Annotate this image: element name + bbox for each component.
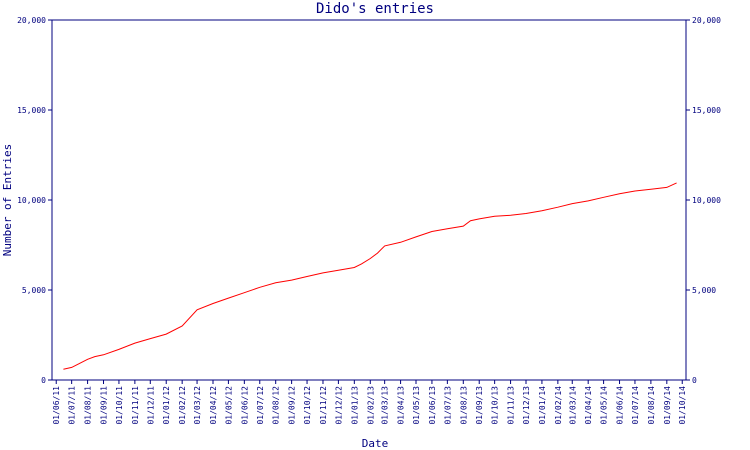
- x-tick-label: 01/10/14: [678, 386, 687, 425]
- tick-marks: [48, 19, 690, 384]
- x-tick-label: 01/08/11: [84, 386, 93, 425]
- y-tick-label-right: 5,000: [692, 286, 716, 295]
- chart-title: Dido's entries: [316, 1, 434, 17]
- y-tick-label-left: 0: [41, 376, 46, 385]
- x-tick-label: 01/09/14: [663, 386, 672, 425]
- x-tick-label: 01/12/12: [334, 386, 343, 425]
- y-tick-label-right: 0: [692, 376, 697, 385]
- x-tick-label: 01/05/12: [224, 386, 233, 425]
- x-axis-title: Date: [362, 437, 389, 450]
- y-tick-label-left: 10,000: [17, 196, 46, 205]
- series-layer: [63, 182, 677, 370]
- x-tick-label: 01/03/13: [381, 386, 390, 425]
- y-tick-label-right: 20,000: [692, 16, 721, 25]
- y-tick-label-left: 20,000: [17, 16, 46, 25]
- x-tick-label: 01/06/14: [616, 386, 625, 425]
- tick-labels: 0 0 5,000 5,000 10,000 10,000 15,000 15,000 20,0…: [17, 16, 721, 425]
- x-tick-label: 01/01/13: [350, 386, 359, 425]
- y-tick-label-left: 15,000: [17, 106, 46, 115]
- x-tick-label: 01/08/13: [459, 386, 468, 425]
- x-tick-label: 01/03/12: [193, 386, 202, 425]
- x-tick-label: 01/12/11: [146, 386, 155, 425]
- x-tick-label: 01/11/12: [319, 386, 328, 425]
- y-tick-label-left: 5,000: [22, 286, 46, 295]
- x-tick-label: 01/04/13: [397, 386, 406, 425]
- x-tick-label: 01/07/12: [256, 386, 265, 425]
- x-tick-label: 01/10/13: [491, 386, 500, 425]
- series-line-entries: [63, 182, 677, 370]
- x-tick-label: 01/03/14: [568, 386, 577, 425]
- x-tick-label: 01/09/13: [475, 386, 484, 425]
- x-tick-label: 01/05/14: [600, 386, 609, 425]
- y-tick-label-right: 10,000: [692, 196, 721, 205]
- x-tick-label: 01/06/12: [240, 386, 249, 425]
- x-tick-label: 01/10/12: [303, 386, 312, 425]
- x-tick-label: 01/10/11: [115, 386, 124, 425]
- x-tick-label: 01/04/12: [209, 386, 218, 425]
- x-tick-label: 01/01/14: [538, 386, 547, 425]
- x-tick-label: 01/07/14: [631, 386, 640, 425]
- x-tick-label: 01/02/14: [554, 386, 563, 425]
- x-tick-label: 01/01/12: [162, 386, 171, 425]
- x-tick-label: 01/09/11: [100, 386, 109, 425]
- x-tick-label: 01/04/14: [584, 386, 593, 425]
- x-tick-label: 01/12/13: [522, 386, 531, 425]
- x-tick-label: 01/06/13: [428, 386, 437, 425]
- x-tick-label: 01/07/11: [68, 386, 77, 425]
- y-tick-label-right: 15,000: [692, 106, 721, 115]
- x-tick-label: 01/08/14: [647, 386, 656, 425]
- x-tick-label: 01/06/11: [52, 386, 61, 425]
- x-tick-label: 01/11/13: [507, 386, 516, 425]
- x-tick-label: 01/05/13: [412, 386, 421, 425]
- x-tick-label: 01/02/13: [366, 386, 375, 425]
- y-axis-title: Number of Entries: [1, 144, 14, 257]
- x-tick-label: 01/09/12: [288, 386, 297, 425]
- x-tick-label: 01/07/13: [443, 386, 452, 425]
- x-tick-label: 01/11/11: [131, 386, 140, 425]
- x-tick-label: 01/08/12: [272, 386, 281, 425]
- x-tick-label: 01/02/12: [178, 386, 187, 425]
